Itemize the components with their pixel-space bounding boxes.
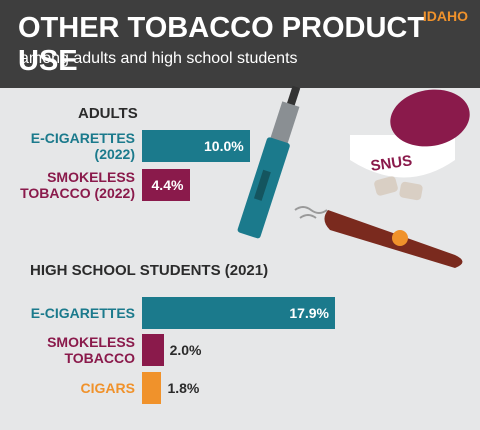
state: IDAHO bbox=[422, 8, 468, 24]
vape-tip bbox=[286, 85, 301, 108]
section-title: ADULTS bbox=[78, 105, 138, 122]
subtitle: among adults and high school students bbox=[20, 50, 298, 67]
category-label: E-CIGARETTES (2022) bbox=[30, 130, 135, 162]
value-label: 2.0% bbox=[169, 342, 202, 358]
vape-button bbox=[253, 169, 271, 201]
value-label: 10.0% bbox=[204, 138, 244, 154]
snus-pouch bbox=[374, 176, 398, 196]
category-label: E-CIGARETTES bbox=[30, 305, 135, 321]
snus: SNUS bbox=[350, 89, 470, 201]
cigar bbox=[294, 206, 463, 268]
vape bbox=[237, 85, 301, 239]
category-label: SMOKELESS TOBACCO (2022) bbox=[20, 169, 135, 201]
bar bbox=[142, 297, 336, 329]
cigar-band bbox=[392, 230, 408, 246]
value-label: 1.8% bbox=[167, 380, 200, 396]
bar bbox=[142, 334, 164, 366]
bar bbox=[142, 372, 162, 404]
title: OTHER TOBACCO PRODUCT USE bbox=[18, 12, 426, 77]
bar bbox=[142, 130, 250, 162]
header: OTHER TOBACCO PRODUCT USE among adults a… bbox=[0, 0, 480, 88]
smoke bbox=[294, 206, 328, 219]
section-title: HIGH SCHOOL STUDENTS (2021) bbox=[30, 262, 269, 279]
value-label: 17.9% bbox=[289, 305, 330, 321]
snus-pouch bbox=[399, 181, 423, 201]
vape-tank bbox=[269, 101, 300, 145]
snus-text: SNUS bbox=[370, 152, 414, 175]
category-label: SMOKELESS TOBACCO bbox=[47, 334, 135, 366]
value-label: 4.4% bbox=[151, 177, 184, 193]
category-label: CIGARS bbox=[80, 380, 135, 396]
snus-lid bbox=[390, 89, 470, 147]
bar bbox=[142, 169, 190, 201]
